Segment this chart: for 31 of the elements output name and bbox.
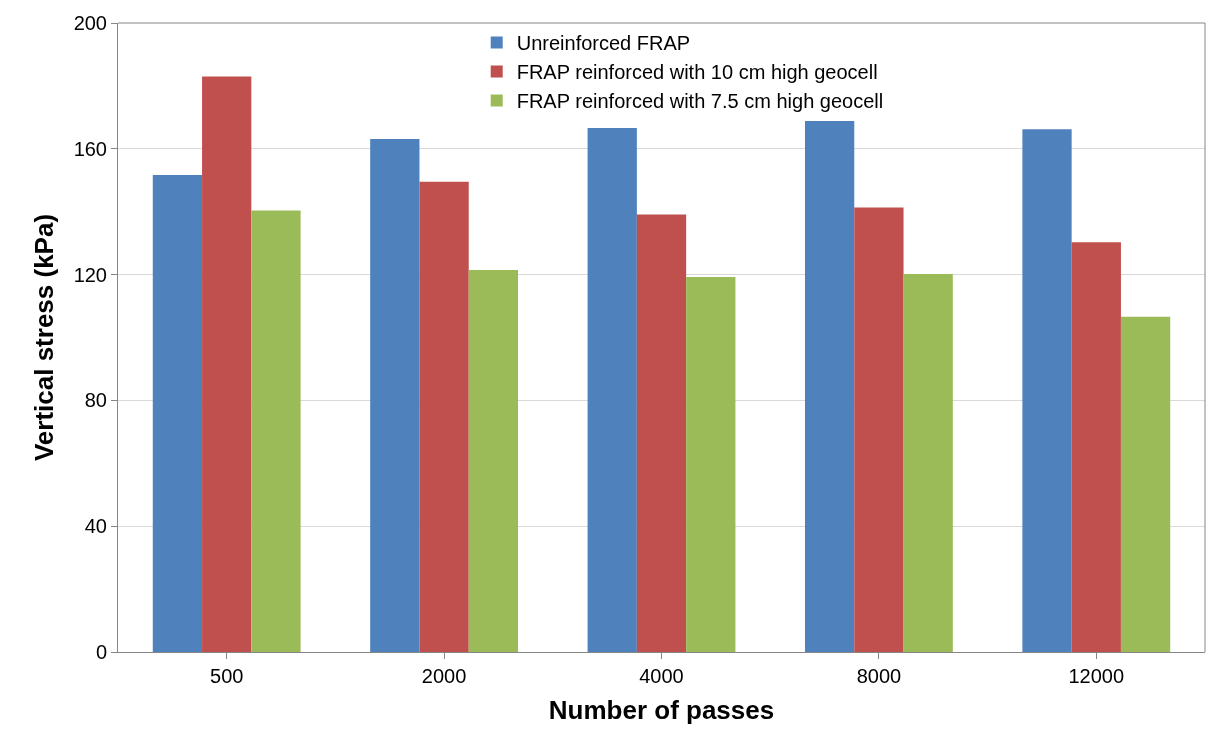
bar bbox=[804, 121, 855, 652]
bar bbox=[370, 139, 420, 652]
bar bbox=[587, 128, 637, 652]
bar bbox=[202, 76, 252, 652]
x-axis-title: Number of passes bbox=[548, 694, 775, 725]
y-tick-label: 160 bbox=[73, 137, 107, 160]
bar bbox=[686, 277, 736, 652]
legend-label: FRAP reinforced with 7.5 cm high geocell bbox=[516, 90, 884, 113]
y-tick-label: 80 bbox=[84, 389, 107, 412]
bar bbox=[903, 273, 953, 652]
x-tick-label: 4000 bbox=[639, 665, 684, 687]
bar bbox=[1022, 129, 1072, 652]
bar bbox=[636, 214, 687, 652]
y-tick-label: 0 bbox=[95, 641, 107, 663]
bar bbox=[1120, 316, 1171, 652]
legend-label: FRAP reinforced with 10 cm high geocell bbox=[516, 61, 878, 84]
x-tick-label: 500 bbox=[210, 665, 244, 687]
bar bbox=[419, 181, 469, 652]
bar bbox=[468, 269, 519, 652]
y-tick-label: 120 bbox=[73, 263, 107, 286]
bar bbox=[854, 207, 904, 652]
x-tick-label: 8000 bbox=[856, 665, 902, 687]
bar bbox=[251, 210, 301, 652]
bar bbox=[1071, 242, 1121, 652]
bar bbox=[152, 174, 203, 652]
x-tick-label: 2000 bbox=[421, 665, 467, 687]
y-tick-label: 40 bbox=[84, 515, 107, 538]
y-axis-title: Vertical stress (kPa) bbox=[29, 213, 60, 462]
x-tick-label: 12000 bbox=[1068, 665, 1125, 687]
y-tick-label: 200 bbox=[73, 12, 107, 34]
legend-label: Unreinforced FRAP bbox=[516, 32, 691, 55]
